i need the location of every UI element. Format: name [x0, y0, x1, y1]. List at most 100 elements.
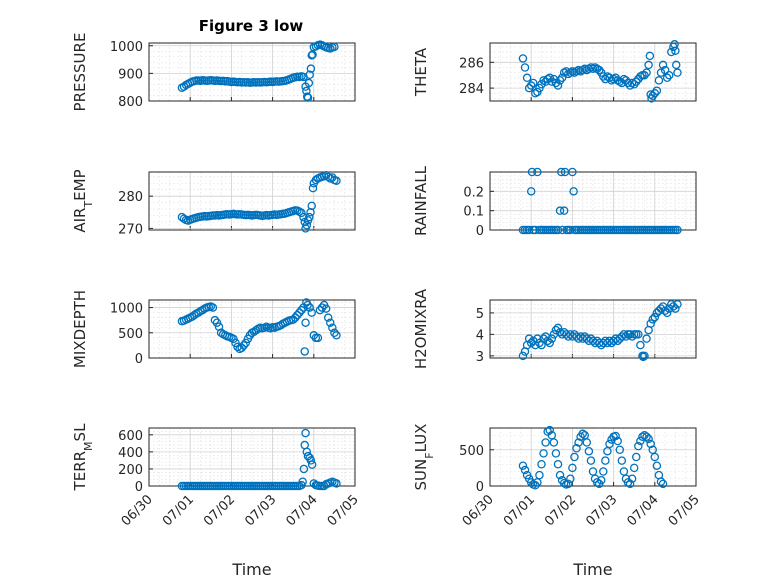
- x-tick-label: 07/05: [666, 492, 703, 529]
- data-point: [518, 351, 528, 361]
- data-point: [208, 303, 218, 312]
- axes-border-h2omixra: [489, 299, 697, 359]
- data-point: [644, 434, 653, 444]
- data-point: [301, 428, 310, 438]
- data-point: [594, 65, 604, 75]
- data-point: [599, 72, 608, 81]
- y-axis-label-terr-msl: TERRMSL: [71, 423, 95, 492]
- data-point: [652, 86, 662, 95]
- data-point: [304, 78, 314, 88]
- series-theta: [518, 40, 682, 103]
- x-axis-label: Time: [231, 560, 271, 579]
- data-point: [650, 312, 660, 322]
- data-point: [645, 51, 655, 61]
- data-point: [660, 65, 670, 75]
- data-point: [634, 441, 643, 451]
- series-h2omixra: [518, 300, 682, 362]
- data-point: [295, 308, 304, 317]
- data-point: [557, 167, 566, 177]
- data-point: [276, 320, 286, 330]
- data-point: [605, 439, 614, 449]
- axes-border-sun-flux: [489, 427, 697, 487]
- data-point: [520, 465, 530, 475]
- data-point: [300, 347, 309, 356]
- data-point: [656, 477, 666, 486]
- y-axis-label-mixdepth: MIXDEPTH: [71, 290, 89, 368]
- data-point: [308, 183, 318, 193]
- axes-border-mixdepth: [148, 299, 356, 359]
- y-tick-label: 800: [118, 95, 143, 110]
- data-point: [332, 176, 341, 185]
- data-point: [303, 93, 313, 102]
- subplot-mixdepth: 0 500 1000 MIXDEPTH: [71, 290, 356, 368]
- y-tick-label: 286: [459, 56, 484, 71]
- series-sun-flux: [518, 425, 668, 490]
- data-point: [636, 72, 645, 81]
- y-tick-label: 0.1: [463, 205, 484, 220]
- data-point: [662, 73, 672, 83]
- data-point: [662, 308, 672, 318]
- data-point: [210, 315, 220, 325]
- y-tick-label: 3: [476, 350, 484, 365]
- data-point: [671, 46, 680, 55]
- x-tick-label: 07/04: [284, 492, 321, 529]
- data-point: [305, 303, 314, 312]
- data-point: [237, 343, 246, 353]
- data-point: [605, 73, 614, 83]
- y-axis-label-air-temp: AIRTEMP: [71, 169, 95, 232]
- data-point: [639, 352, 648, 362]
- data-point: [613, 436, 622, 446]
- data-point: [564, 479, 573, 489]
- data-point: [670, 40, 679, 49]
- data-point: [233, 342, 242, 352]
- data-point: [298, 477, 307, 486]
- data-point: [629, 463, 639, 473]
- data-point: [617, 456, 627, 465]
- data-point: [305, 212, 314, 222]
- x-tick-label: 07/01: [160, 492, 197, 529]
- series-terr-msl: [177, 428, 341, 491]
- data-point: [315, 305, 325, 315]
- x-tick-label: 07/02: [201, 492, 238, 529]
- data-point: [566, 474, 575, 483]
- y-tick-label: 900: [118, 67, 143, 82]
- data-point: [611, 431, 620, 441]
- data-point: [642, 68, 651, 77]
- data-point: [648, 315, 657, 324]
- data-point: [537, 459, 546, 469]
- data-point: [570, 452, 579, 462]
- data-point: [539, 334, 548, 343]
- data-point: [557, 73, 567, 83]
- data-point: [518, 54, 528, 63]
- data-point: [568, 67, 577, 76]
- data-point: [533, 167, 542, 177]
- data-point: [529, 78, 538, 88]
- series-mixdepth: [177, 298, 341, 356]
- data-point: [291, 313, 300, 322]
- data-point: [640, 70, 649, 80]
- data-point: [297, 305, 306, 315]
- data-point: [652, 461, 662, 470]
- y-tick-label: 200: [118, 463, 143, 478]
- data-point: [216, 328, 226, 338]
- x-tick-label: 07/02: [542, 492, 579, 529]
- data-point: [656, 304, 666, 313]
- data-point: [673, 225, 682, 235]
- data-point: [332, 331, 341, 340]
- subplot-rainfall: 0 0.1 0.2 RAINFALL: [412, 165, 697, 239]
- data-point: [332, 479, 341, 488]
- data-point: [644, 60, 653, 70]
- subplot-h2omixra: 3 4 5 H2OMIXRA: [412, 288, 697, 369]
- data-point: [531, 89, 540, 98]
- data-point: [627, 78, 637, 88]
- figure-title: Figure 3 low: [199, 17, 304, 35]
- subplot-sun-flux: 0 500 SUNFLUX 06/30 07/01 07/02 07/03 07/04 07/0…: [412, 424, 703, 579]
- y-axis-label-theta: THETA: [412, 47, 430, 97]
- data-point: [539, 449, 548, 458]
- data-point: [545, 338, 554, 348]
- data-point: [551, 325, 561, 335]
- y-axis-label-sun-flux: SUNFLUX: [412, 424, 436, 491]
- data-point: [307, 51, 316, 60]
- y-axis-label-h2omixra: H2OMIXRA: [412, 288, 430, 369]
- data-point: [313, 333, 323, 343]
